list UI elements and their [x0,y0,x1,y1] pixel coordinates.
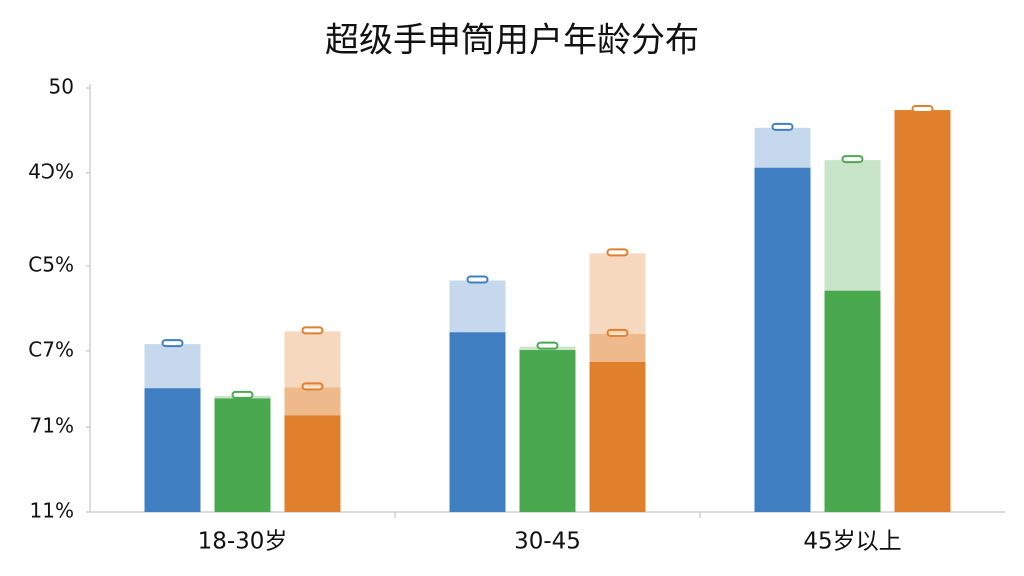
cap [536,341,559,350]
x-tick-label: 30-45 [514,529,581,555]
bar [589,361,646,512]
cap [606,328,629,337]
cap [771,122,794,131]
bar-upper [589,253,646,334]
y-tick-label: C7% [28,337,74,361]
bar [144,388,201,512]
x-tick-label: 18-30岁 [198,529,288,555]
cap [841,155,864,164]
bar-mid [284,387,341,416]
bar [449,332,506,512]
bar-upper [754,127,811,168]
y-tick-label: 71% [30,414,74,438]
chart-title: 超级手申筒用户年龄分布 [325,21,699,61]
y-tick-label: 4Ɔ% [28,159,74,183]
bar [519,350,576,512]
cap [231,390,254,399]
bar-upper [284,331,341,388]
x-tick-label: 45岁以上 [803,529,901,555]
cap [466,275,489,284]
cap [161,339,184,348]
y-tick-label: 11% [30,499,74,523]
cap [301,382,324,391]
cap [606,248,629,257]
bar-upper [449,280,506,333]
bar [754,167,811,512]
cap [301,326,324,335]
bar-mid [589,333,646,362]
bar [214,398,271,512]
y-tick-label: C5% [28,253,74,277]
y-tick-label: 50 [49,75,74,99]
bar [284,415,341,512]
bar-upper [144,344,201,389]
bar [894,110,951,512]
bar-upper [824,160,881,291]
bar [824,290,881,512]
cap [911,105,934,114]
